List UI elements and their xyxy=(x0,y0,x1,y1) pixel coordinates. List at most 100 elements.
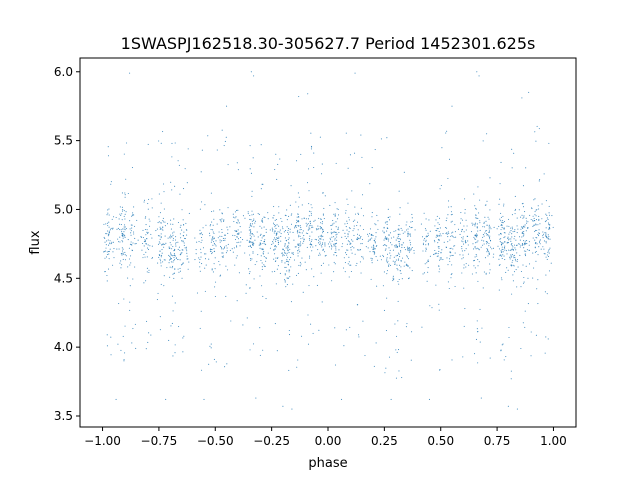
data-point xyxy=(490,228,492,230)
data-point xyxy=(488,237,491,239)
data-point xyxy=(411,331,413,333)
data-point xyxy=(486,230,488,232)
data-point xyxy=(427,260,429,262)
data-point xyxy=(107,146,109,148)
data-point xyxy=(307,168,310,170)
data-point xyxy=(521,236,523,238)
data-point xyxy=(269,229,271,231)
data-point xyxy=(508,326,510,329)
data-point xyxy=(199,261,201,263)
data-point xyxy=(286,258,288,260)
data-point xyxy=(332,223,334,225)
data-point xyxy=(274,245,276,248)
data-point xyxy=(521,232,523,234)
data-point xyxy=(124,226,126,228)
data-point xyxy=(548,228,550,230)
data-point xyxy=(171,142,173,144)
data-point xyxy=(277,265,279,267)
data-point xyxy=(194,259,196,261)
data-point xyxy=(502,249,504,251)
data-point xyxy=(187,258,189,260)
data-point xyxy=(282,249,284,251)
data-point xyxy=(287,233,290,235)
data-point xyxy=(402,242,404,244)
data-point xyxy=(252,252,254,254)
data-point xyxy=(134,323,136,325)
data-point xyxy=(534,230,536,233)
data-point xyxy=(133,233,135,235)
x-tick-label: 0.25 xyxy=(371,434,398,448)
data-point xyxy=(510,227,512,229)
data-point xyxy=(259,327,261,329)
data-point xyxy=(390,237,392,239)
data-point xyxy=(298,216,300,218)
data-point xyxy=(164,225,166,227)
data-point xyxy=(271,227,273,229)
data-point xyxy=(345,210,347,212)
data-point xyxy=(462,257,464,259)
data-point xyxy=(506,225,508,227)
data-point xyxy=(492,256,494,258)
data-point xyxy=(476,227,478,229)
data-point xyxy=(133,206,135,208)
data-point xyxy=(459,254,461,256)
data-point xyxy=(408,233,410,235)
data-point xyxy=(239,245,241,247)
data-point xyxy=(275,283,277,285)
data-point xyxy=(173,272,175,274)
data-point xyxy=(535,236,537,239)
data-point xyxy=(170,234,172,236)
data-point xyxy=(486,251,488,253)
data-point xyxy=(171,248,173,250)
data-point xyxy=(143,199,146,201)
data-point xyxy=(369,238,371,240)
data-point xyxy=(249,168,251,170)
data-point xyxy=(281,261,283,263)
data-point xyxy=(205,224,207,226)
data-point xyxy=(318,236,320,238)
data-point xyxy=(501,251,503,253)
data-point xyxy=(462,238,464,240)
data-point xyxy=(234,264,236,266)
data-point xyxy=(308,238,310,240)
y-tick-label: 3.5 xyxy=(54,409,73,423)
data-point xyxy=(382,230,384,232)
data-point xyxy=(124,194,126,196)
data-point xyxy=(182,262,184,264)
data-point xyxy=(394,323,396,325)
data-point xyxy=(164,259,166,261)
data-point xyxy=(312,226,314,228)
data-point xyxy=(117,238,119,240)
data-point xyxy=(287,229,289,232)
data-point xyxy=(454,231,456,233)
data-point xyxy=(522,227,524,229)
data-point xyxy=(250,219,252,221)
data-point xyxy=(288,243,290,245)
data-point xyxy=(398,228,400,230)
data-point xyxy=(180,237,182,239)
data-point xyxy=(120,214,122,216)
data-point xyxy=(284,262,286,264)
data-point xyxy=(162,220,164,222)
data-point xyxy=(357,229,359,231)
data-point xyxy=(489,177,491,179)
data-point xyxy=(362,256,364,258)
data-point xyxy=(281,220,283,222)
data-point xyxy=(186,250,188,252)
data-point xyxy=(119,223,121,225)
data-point xyxy=(387,240,390,242)
data-point xyxy=(254,263,256,266)
data-point xyxy=(532,220,534,222)
data-point xyxy=(504,241,506,243)
data-point xyxy=(396,351,398,353)
data-point xyxy=(289,248,291,250)
data-point xyxy=(362,228,365,231)
data-point xyxy=(371,258,373,260)
data-point xyxy=(200,201,203,203)
data-point xyxy=(107,244,110,246)
data-point xyxy=(164,243,166,245)
data-point xyxy=(163,285,165,287)
data-point xyxy=(213,237,215,239)
data-point xyxy=(245,284,247,286)
data-point xyxy=(107,251,110,253)
